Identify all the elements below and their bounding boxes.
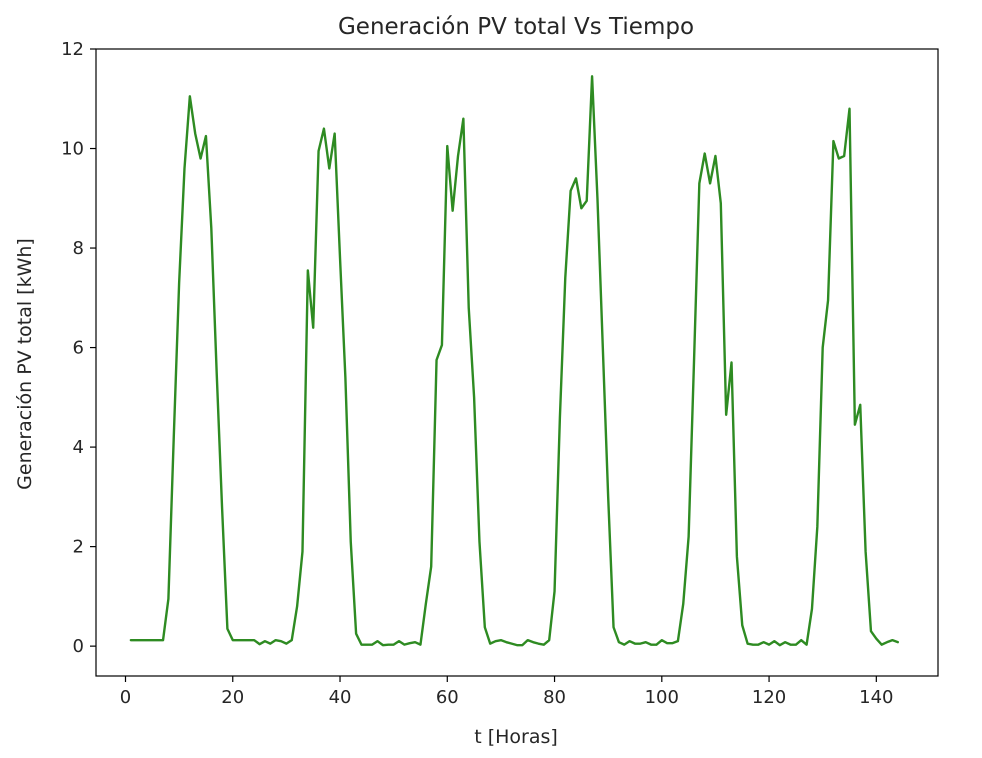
series-line-0 [129,75,899,647]
x-tick-label-140: 140 [859,687,893,708]
axes-frame [95,48,939,677]
plot-area: 0 20 40 60 80 100 120 140 0 2 4 6 8 10 12 [61,39,939,708]
y-tick-label-0: 0 [73,636,84,657]
y-tick-label-8: 8 [73,238,84,259]
chart-title: Generación PV total Vs Tiempo [338,14,694,40]
y-tick-label-2: 2 [73,537,84,558]
x-tick-label-40: 40 [329,687,352,708]
y-tick-label-6: 6 [73,338,84,359]
x-tick-label-80: 80 [543,687,566,708]
x-tick-label-100: 100 [645,687,679,708]
x-axis-title: t [Horas] [474,726,558,748]
y-axis-title: Generación PV total [kWh] [14,238,36,490]
x-tick-label-20: 20 [221,687,244,708]
y-tick-label-4: 4 [73,437,84,458]
x-tick-label-120: 120 [752,687,786,708]
y-tick-label-10: 10 [61,139,84,160]
y-tick-label-12: 12 [61,39,84,60]
x-tick-label-0: 0 [120,687,131,708]
x-tick-label-60: 60 [436,687,459,708]
